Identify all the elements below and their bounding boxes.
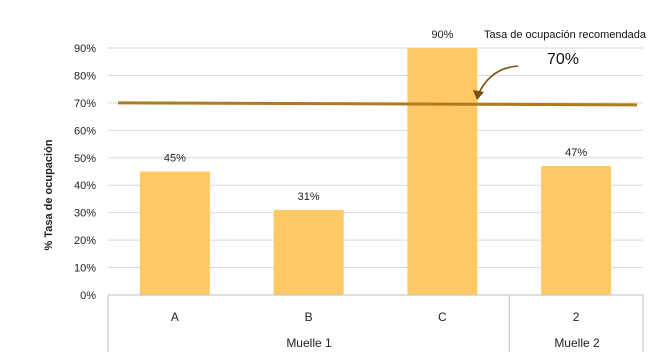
x-tick-label: B <box>305 310 313 324</box>
y-tick-label: 30% <box>74 208 96 220</box>
data-label: 45% <box>164 153 186 165</box>
y-axis-label: % Tasa de ocupación <box>43 139 55 250</box>
data-label: 90% <box>431 29 453 41</box>
y-tick-label: 50% <box>74 153 96 165</box>
data-label: 31% <box>298 191 320 203</box>
reference-line <box>117 101 638 107</box>
x-tick-label: A <box>171 310 179 324</box>
annotation-arrow <box>477 65 519 96</box>
bar-b <box>273 209 344 295</box>
y-tick-label: 60% <box>74 125 96 137</box>
y-tick-label: 70% <box>74 98 96 110</box>
reference-line-label: Tasa de ocupación recomendada <box>484 29 647 41</box>
y-axis: 0% 10% 20% 30% 40% 50% 60% 70% 80% 90% <box>74 43 96 302</box>
y-tick-label: 90% <box>74 43 96 55</box>
data-labels: 45% 31% 90% 47% <box>164 29 587 203</box>
data-label: 47% <box>565 147 587 159</box>
bars <box>139 48 612 295</box>
bar-2 <box>541 166 612 295</box>
reference-line-value: 70% <box>547 51 579 68</box>
annotation-arrowhead <box>473 90 484 100</box>
y-tick-label: 0% <box>80 290 96 302</box>
y-tick-label: 20% <box>74 235 96 247</box>
bar-a <box>139 171 210 295</box>
reference-line-group <box>117 65 638 107</box>
group-label-muelle-2: Muelle 2 <box>554 336 600 350</box>
y-tick-label: 80% <box>74 70 96 82</box>
x-tick-label: C <box>438 310 447 324</box>
y-tick-label: 10% <box>74 263 96 275</box>
x-tick-label: 2 <box>573 310 580 324</box>
y-tick-label: 40% <box>74 180 96 192</box>
group-label-muelle-1: Muelle 1 <box>286 336 332 350</box>
bar-c <box>407 48 478 295</box>
x-axis: A B C 2 <box>107 294 644 352</box>
